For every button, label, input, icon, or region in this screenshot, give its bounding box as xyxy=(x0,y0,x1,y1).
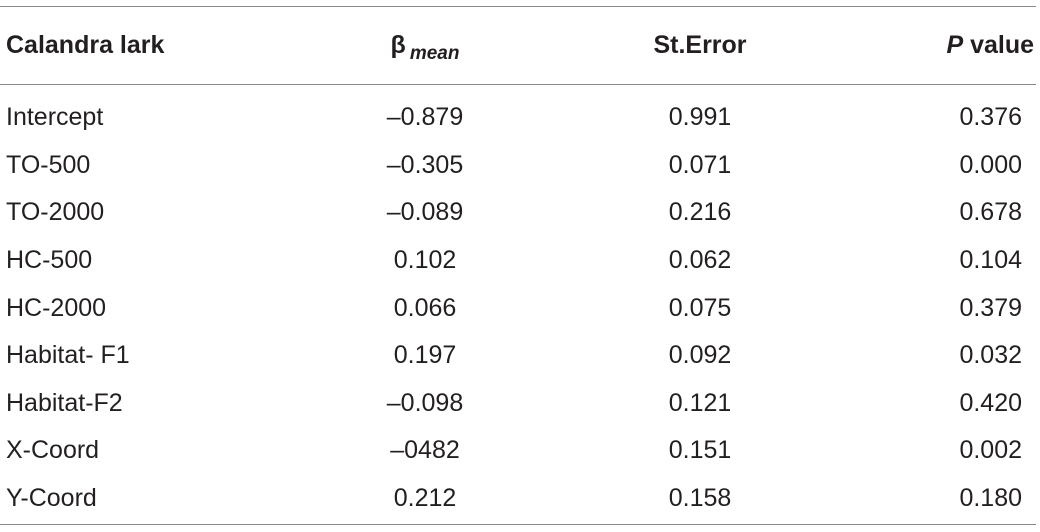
table-row: Habitat-F2 –0.098 0.121 0.420 xyxy=(0,380,1036,428)
table-header-rule xyxy=(0,84,1036,85)
table-body: Intercept –0.879 0.991 0.376 TO-500 –0.305 0.0… xyxy=(0,88,1036,522)
row-st-error: 0.075 xyxy=(668,293,732,322)
row-st-error: 0.071 xyxy=(668,150,732,179)
header-row: Calandra lark β mean St.Error P value xyxy=(0,7,1036,88)
row-beta-mean: 0.197 xyxy=(393,341,457,370)
row-label: Habitat- F1 xyxy=(6,341,130,370)
row-beta-mean: –0.089 xyxy=(386,198,464,227)
row-st-error: 0.121 xyxy=(668,388,732,417)
header-beta-mean: β mean xyxy=(300,7,530,88)
row-st-error: 0.216 xyxy=(668,198,732,227)
table-bottom-rule xyxy=(0,524,1036,525)
header-p-letter: P xyxy=(946,31,964,59)
row-st-error: 0.092 xyxy=(668,341,732,370)
table-row: Intercept –0.879 0.991 0.376 xyxy=(0,88,1036,142)
table-row: X-Coord –0482 0.151 0.002 xyxy=(0,427,1036,475)
row-p-value: 0.180 xyxy=(959,484,1022,513)
row-p-value: 0.376 xyxy=(959,103,1022,132)
row-st-error: 0.062 xyxy=(668,246,732,275)
row-label: HC-2000 xyxy=(6,293,107,322)
row-beta-mean: –0482 xyxy=(390,436,460,465)
header-beta-subscript: mean xyxy=(409,43,460,64)
header-species: Calandra lark xyxy=(6,31,165,59)
table-row: HC-2000 0.066 0.075 0.379 xyxy=(0,284,1036,332)
row-st-error: 0.151 xyxy=(668,436,732,465)
row-label: Habitat-F2 xyxy=(6,388,123,417)
row-p-value: 0.420 xyxy=(959,388,1022,417)
row-p-value: 0.000 xyxy=(959,150,1022,179)
row-st-error: 0.991 xyxy=(668,103,732,132)
row-beta-mean: 0.102 xyxy=(393,246,457,275)
row-label: HC-500 xyxy=(6,246,93,275)
row-beta-mean: –0.098 xyxy=(386,388,464,417)
row-beta-mean: –0.305 xyxy=(386,150,464,179)
row-label: Intercept xyxy=(6,103,104,132)
table-header: Calandra lark β mean St.Error P value xyxy=(0,7,1036,88)
row-label: TO-2000 xyxy=(6,198,105,227)
table-row: TO-2000 –0.089 0.216 0.678 xyxy=(0,189,1036,237)
row-label: X-Coord xyxy=(6,436,100,465)
row-p-value: 0.678 xyxy=(959,198,1022,227)
row-beta-mean: –0.879 xyxy=(386,103,464,132)
row-p-value: 0.032 xyxy=(959,341,1022,370)
header-p-word: value xyxy=(963,31,1034,59)
row-beta-mean: 0.212 xyxy=(393,484,457,513)
table-row: Y-Coord 0.212 0.158 0.180 xyxy=(0,475,1036,523)
row-p-value: 0.002 xyxy=(959,436,1022,465)
header-beta-symbol: β xyxy=(390,31,406,59)
header-st-error: St.Error xyxy=(653,31,747,59)
row-label: Y-Coord xyxy=(6,484,97,513)
table-top-rule xyxy=(0,6,1036,7)
regression-table: Calandra lark β mean St.Error P value Int… xyxy=(0,7,1036,522)
row-label: TO-500 xyxy=(6,150,91,179)
header-p-value: P value xyxy=(830,7,1036,88)
table-row: TO-500 –0.305 0.071 0.000 xyxy=(0,142,1036,190)
row-beta-mean: 0.066 xyxy=(393,293,457,322)
table-row: Habitat- F1 0.197 0.092 0.032 xyxy=(0,332,1036,380)
row-st-error: 0.158 xyxy=(668,484,732,513)
row-p-value: 0.104 xyxy=(959,246,1022,275)
row-p-value: 0.379 xyxy=(959,293,1022,322)
table-row: HC-500 0.102 0.062 0.104 xyxy=(0,237,1036,285)
